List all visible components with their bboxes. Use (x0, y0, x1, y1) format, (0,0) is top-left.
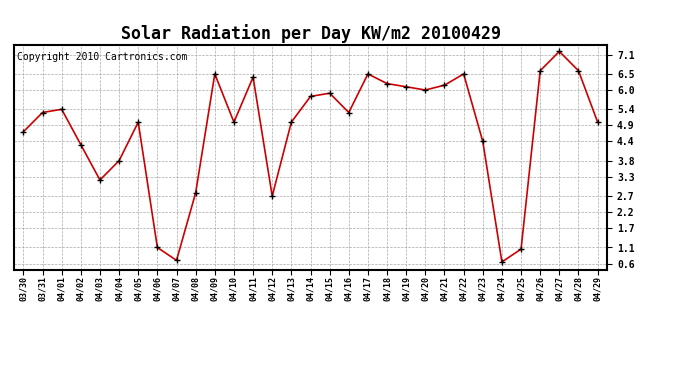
Text: Copyright 2010 Cartronics.com: Copyright 2010 Cartronics.com (17, 52, 187, 62)
Title: Solar Radiation per Day KW/m2 20100429: Solar Radiation per Day KW/m2 20100429 (121, 24, 500, 44)
